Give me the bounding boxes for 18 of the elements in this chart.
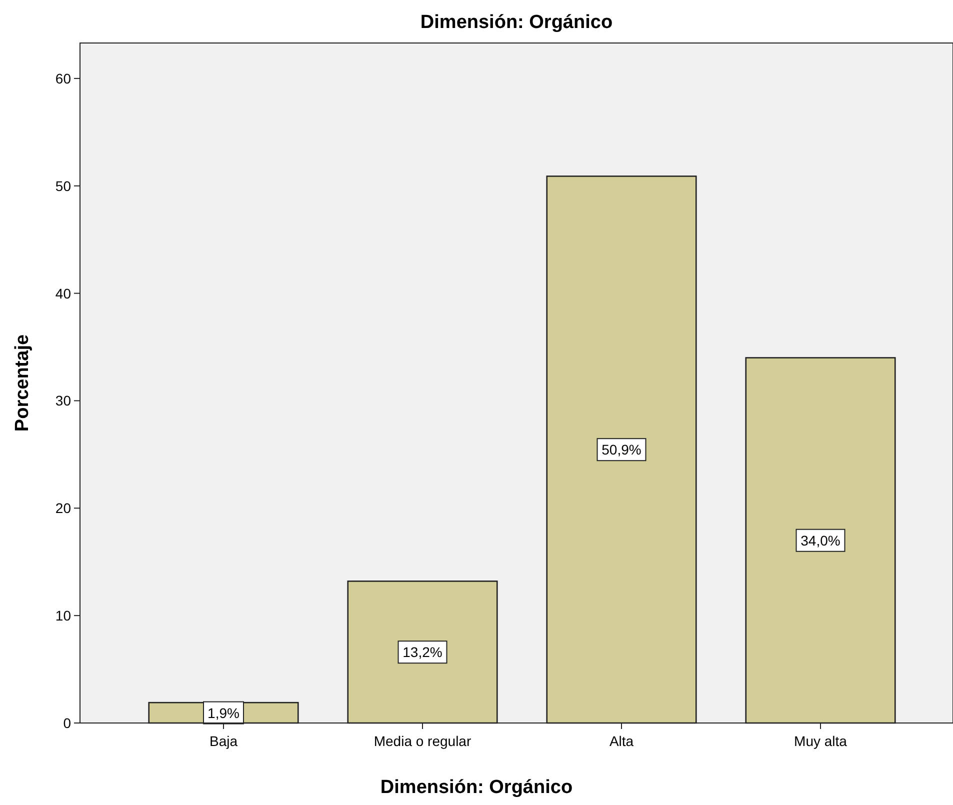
chart-title: Dimensión: Orgánico xyxy=(420,12,613,33)
y-axis-title: Porcentaje xyxy=(12,334,33,432)
y-tick-label: 20 xyxy=(55,500,72,516)
x-tick-label: Baja xyxy=(209,733,238,749)
data-label: 34,0% xyxy=(800,532,840,548)
y-tick-label: 60 xyxy=(55,70,72,86)
y-tick-label: 40 xyxy=(55,285,72,302)
data-label: 50,9% xyxy=(602,442,642,458)
data-label: 13,2% xyxy=(402,644,442,660)
y-tick-label: 0 xyxy=(63,715,72,731)
data-label: 1,9% xyxy=(208,704,240,721)
x-tick-label: Muy alta xyxy=(794,733,848,749)
y-tick-label: 30 xyxy=(55,392,72,409)
x-tick-label: Alta xyxy=(609,733,634,749)
x-axis-title: Dimensión: Orgánico xyxy=(380,777,573,798)
y-tick-label: 10 xyxy=(55,608,72,624)
y-tick-label: 50 xyxy=(55,178,72,194)
x-tick-label: Media o regular xyxy=(374,733,472,749)
